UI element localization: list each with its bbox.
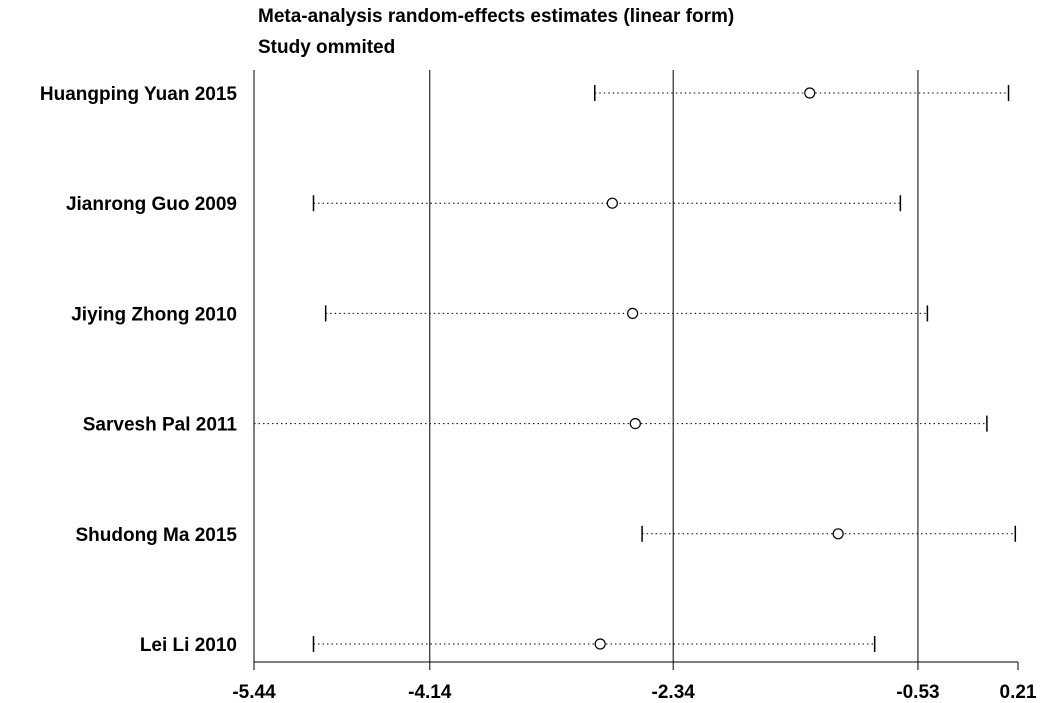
chart-title: Meta-analysis random-effects estimates (… (258, 6, 734, 27)
chart-subtitle: Study ommited (258, 37, 395, 58)
point-estimate (833, 529, 843, 539)
x-tick-label: -2.34 (652, 682, 696, 703)
study-label: Sarvesh Pal 2011 (83, 415, 238, 436)
point-estimate (628, 308, 638, 318)
x-tick-label: -0.53 (896, 682, 939, 703)
point-estimate (595, 639, 605, 649)
study-row: Huangping Yuan 2015 (40, 84, 1009, 105)
x-axis: -5.44 -4.14 -2.34 -0.53 0.21 (232, 70, 1037, 703)
study-row: Shudong Ma 2015 (75, 525, 1015, 546)
point-estimate (630, 419, 640, 429)
study-label: Shudong Ma 2015 (75, 525, 237, 546)
reference-lines (430, 70, 918, 662)
study-row: Sarvesh Pal 2011 (83, 415, 987, 436)
point-estimate (805, 88, 815, 98)
study-label: Lei Li 2010 (140, 635, 237, 656)
x-tick-label: -4.14 (408, 682, 452, 703)
study-rows: Huangping Yuan 2015 Jianrong Guo 2009 Jiyi… (40, 84, 1015, 656)
point-estimate (607, 198, 617, 208)
study-row: Jianrong Guo 2009 (66, 194, 900, 215)
x-tick-label: -5.44 (232, 682, 276, 703)
study-label: Jianrong Guo 2009 (66, 194, 237, 215)
study-label: Jiying Zhong 2010 (71, 304, 237, 325)
study-row: Jiying Zhong 2010 (71, 304, 927, 325)
study-label: Huangping Yuan 2015 (40, 84, 238, 105)
study-row: Lei Li 2010 (140, 635, 875, 656)
x-tick-label: 0.21 (1000, 682, 1037, 703)
